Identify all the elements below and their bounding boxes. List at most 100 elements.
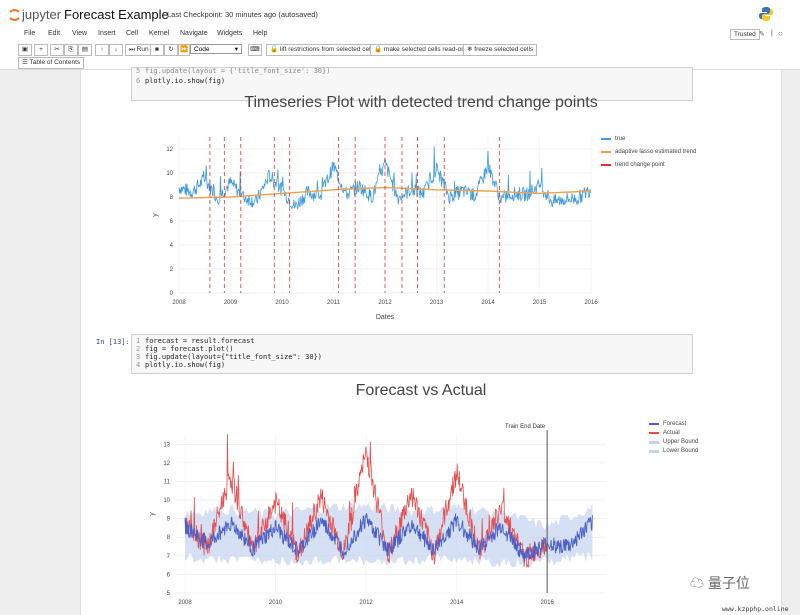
legend-label: Lower Bound [663,448,699,454]
cell-type-value: Code [194,46,210,53]
y-tick-label: 12 [163,461,170,467]
menu-insert[interactable]: Insert [98,30,116,37]
read-only-button[interactable]: 🔒 make selected cells read-only [370,44,474,56]
plot2-chart[interactable]: 567891011121320082010201220142016tsyTrai… [136,415,636,605]
y-tick-label: 8 [170,195,174,201]
watermark-text: 量子位 [707,575,750,591]
y-tick-label: 4 [170,243,174,249]
restart-icon[interactable]: ↻ [164,44,178,56]
y-tick-label: 6 [170,219,174,225]
code-cell-1[interactable]: 5 fig.update(layout = {'title_font_size':… [131,67,693,101]
menu-file[interactable]: File [24,30,36,37]
paste-icon[interactable]: ▤ [78,44,92,56]
plot1-legend-trend[interactable]: adaptive lasso estimated trend [601,149,696,155]
menu-navigate[interactable]: Navigate [180,30,208,37]
plot2-legend-actual[interactable]: Actual [649,430,680,436]
plot2-legend-forecast[interactable]: Forecast [649,421,686,427]
table-of-contents-button[interactable]: ☰ Table of Contents [18,57,85,69]
x-tick-label: 2016 [540,600,554,605]
legend-label: Forecast [663,421,687,427]
move-up-icon[interactable]: ↑ [95,44,109,56]
checkpoint-status: Last Checkpoint: 30 minutes ago (autosav… [167,10,318,19]
legend-label: adaptive lasso estimated trend [615,149,697,155]
cell-type-select[interactable]: Code ▾ [190,44,242,54]
plot1-legend-changepoint[interactable]: trend change point [601,162,665,168]
run-icon: ⏭ [129,46,135,53]
watermark: ☁ 量子位 [690,573,750,593]
y-tick-label: 0 [170,291,174,297]
jupyter-logo[interactable]: jupyter [9,7,61,22]
chevron-down-icon: ▾ [234,46,238,53]
keyboard-icon[interactable]: ⌨ [248,44,262,56]
code-cell-2[interactable]: 1 forecast = result.forecast 2 fig = forec… [131,334,693,374]
legend-label: Upper Bound [663,439,699,445]
train-end-annotation: Train End Date [505,424,546,430]
restart-run-all-icon[interactable]: ⏩ [178,44,190,56]
toolbar: ▣ + ✂ ⎘ ▤ ↑ ↓ ⏭ Run ■ ↻ ⏩ Code ▾ ⌨ 🔓 lift… [0,42,800,70]
x-tick-label: 2012 [359,600,373,605]
menu-widgets[interactable]: Widgets [217,30,243,37]
notebook-container: 5 fig.update(layout = {'title_font_size':… [80,67,782,615]
menu-kernel[interactable]: Kernel [149,30,170,37]
list-icon: ☰ [22,59,28,66]
notebook-header: jupyter Forecast Example Last Checkpoint… [0,0,800,28]
plot2-legend-lower[interactable]: Lower Bound [649,448,698,454]
plot1-title: Timeseries Plot with detected trend chan… [244,94,598,111]
code-text: fig.update(layout={"title_font_size": 30… [145,353,323,361]
move-down-icon[interactable]: ↓ [109,44,123,56]
freeze-label: freeze selected cells [474,46,534,53]
x-tick-label: 2013 [430,300,444,306]
line-number: 6 [136,77,141,85]
line-number: 5 [136,67,141,75]
menu-help[interactable]: Help [253,30,268,37]
cut-icon[interactable]: ✂ [50,44,64,56]
add-cell-icon[interactable]: + [34,44,48,56]
legend-swatch [601,151,611,153]
kernel-indicator-icon: | [771,30,773,37]
menu-view[interactable]: View [72,30,88,37]
code-line: 1 forecast = result.forecast [136,337,255,345]
checkpoint-text: Last Checkpoint: 30 minutes ago [167,10,277,19]
legend-swatch [649,423,659,425]
x-tick-label: 2009 [224,300,238,306]
jupyter-mark-icon [9,8,20,21]
toc-label: Table of Contents [29,59,81,66]
menu-edit[interactable]: Edit [48,30,61,37]
wechat-icon: ☁ [690,575,704,591]
y-tick-label: 2 [170,267,174,273]
y-axis-label: y [149,512,156,516]
legend-swatch [649,440,659,444]
copy-icon[interactable]: ⎘ [64,44,78,56]
code-line: 5 fig.update(layout = {'title_font_size':… [136,67,330,75]
menu-bar: File Edit View Insert Cell Kernel Naviga… [0,28,800,42]
interrupt-icon[interactable]: ■ [150,44,164,56]
menu-cell[interactable]: Cell [126,30,139,37]
trusted-badge[interactable]: Trusted [730,29,760,40]
series-forecast-line [184,513,593,563]
plot2-legend-upper[interactable]: Upper Bound [649,439,698,445]
freeze-button[interactable]: ❄ freeze selected cells [463,44,538,56]
code-text: plotly.io.show(fig) [145,361,226,369]
line-number: 4 [136,361,141,369]
edit-pencil-icon[interactable]: ✎ [759,31,765,38]
y-tick-label: 13 [163,442,170,448]
lift-restrictions-button[interactable]: 🔓 lift restrictions from selected cells [266,44,380,56]
legend-swatch [601,138,611,140]
plot1-legend-true[interactable]: true [601,136,625,142]
legend-swatch [649,449,659,453]
x-axis-label: Dates [376,314,395,320]
y-tick-label: 7 [167,554,171,560]
plot1-chart[interactable]: 0 2 4 6 8 10 12 2008 2009 2010 2011 2012 2013 2014 201… [141,125,611,320]
confidence-band [185,502,593,568]
x-tick-label: 2016 [584,300,598,306]
code-text: forecast = result.forecast [145,337,255,345]
run-button[interactable]: ⏭ Run [125,44,153,56]
code-text: fig = forecast.plot() [145,345,234,353]
x-tick-label: 2014 [481,300,495,306]
notebook-title[interactable]: Forecast Example [64,7,169,22]
y-tick-label: 10 [163,498,170,504]
y-tick-label: 10 [166,171,173,177]
x-tick-label: 2011 [327,300,341,306]
y-tick-label: 8 [167,535,171,541]
save-icon[interactable]: ▣ [18,44,32,56]
